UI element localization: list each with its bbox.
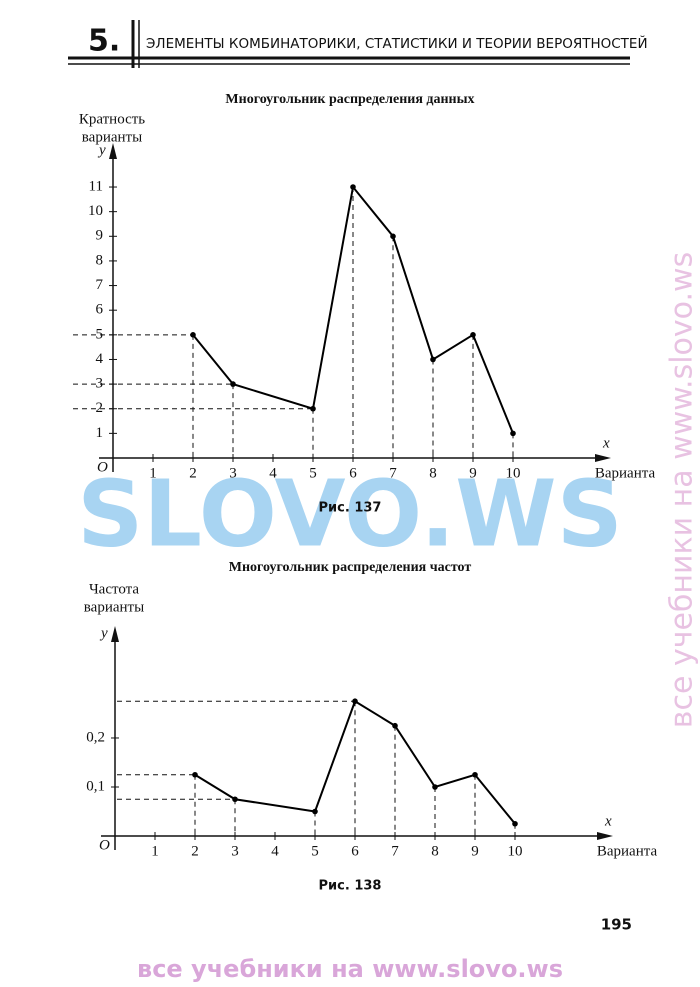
y-tick-label: 11 <box>89 178 103 194</box>
y-tick-label: 2 <box>96 400 104 416</box>
data-point <box>192 771 198 778</box>
x-axis-title: Варианта <box>595 465 656 481</box>
x-tick-label: 8 <box>429 465 437 481</box>
data-point <box>310 405 316 412</box>
x-axis-letter: x <box>604 813 612 829</box>
chapter-number: 5. <box>88 24 120 59</box>
y-tick-label: 8 <box>96 252 104 268</box>
figure-caption: Рис. 137 <box>319 501 382 516</box>
origin-label: O <box>97 459 108 475</box>
x-tick-label: 6 <box>351 843 359 859</box>
x-tick-label: 5 <box>311 843 319 859</box>
y-tick-label: 6 <box>96 302 104 318</box>
data-point <box>390 233 396 240</box>
y-tick-label: 9 <box>96 228 104 244</box>
data-point <box>392 722 398 729</box>
x-tick-label: 10 <box>506 465 521 481</box>
data-point <box>232 796 238 803</box>
x-tick-label: 10 <box>508 843 523 859</box>
y-tick-label: 5 <box>96 326 104 342</box>
polygon-line <box>192 184 514 434</box>
x-tick-label: 7 <box>389 465 397 481</box>
x-tick-label: 1 <box>151 843 159 859</box>
footer-watermark: все учебники на www.slovo.ws <box>137 955 563 983</box>
x-tick-label: 7 <box>391 843 399 859</box>
y-tick-label: 3 <box>96 376 104 392</box>
y-tick-label: 10 <box>88 203 103 219</box>
data-point <box>470 332 476 338</box>
x-tick-label: 6 <box>349 465 357 481</box>
data-point <box>352 698 358 705</box>
x-arrow <box>597 832 613 840</box>
y-axis-title: Кратность <box>79 111 145 127</box>
data-point <box>312 808 318 815</box>
y-tick-label: 1 <box>96 425 104 441</box>
y-arrow <box>111 626 119 642</box>
x-tick-label: 5 <box>309 465 317 481</box>
x-tick-label: 1 <box>149 465 157 481</box>
y-tick-label: 0,1 <box>86 778 105 794</box>
data-point <box>230 381 236 387</box>
x-tick-label: 4 <box>269 465 277 481</box>
data-point <box>512 820 518 827</box>
x-tick-label: 4 <box>271 843 279 859</box>
y-axis-letter: y <box>97 142 106 158</box>
side-watermark: все учебники на www.slovo.ws <box>665 252 700 728</box>
x-axis-letter: x <box>602 435 610 451</box>
header-title: ЭЛЕМЕНТЫ КОМБИНАТОРИКИ, СТАТИСТИКИ И ТЕО… <box>146 34 648 52</box>
y-axis-letter: y <box>99 625 108 641</box>
x-axis-title: Варианта <box>597 843 658 859</box>
data-point <box>350 184 356 190</box>
data-point <box>432 784 438 790</box>
y-arrow <box>109 143 117 159</box>
data-point <box>190 332 196 338</box>
polygon-line <box>194 699 516 825</box>
figure-caption: Рис. 138 <box>319 879 382 894</box>
x-tick-label: 8 <box>431 843 439 859</box>
chart-title: Многоугольник распределения частот <box>229 560 472 575</box>
data-point <box>472 771 478 778</box>
y-tick-label: 0,2 <box>86 729 105 745</box>
x-tick-label: 3 <box>229 465 237 481</box>
y-axis-title: варианты <box>82 129 142 145</box>
x-tick-label: 9 <box>469 465 477 481</box>
x-tick-label: 2 <box>191 843 199 859</box>
x-tick-label: 3 <box>231 843 239 859</box>
y-tick-label: 4 <box>96 351 104 367</box>
y-tick-label: 7 <box>96 277 104 293</box>
x-tick-label: 9 <box>471 843 479 859</box>
y-axis-title: варианты <box>84 599 144 615</box>
watermark: SLOVO.WS <box>77 460 623 567</box>
data-point <box>430 356 436 363</box>
chart-title: Многоугольник распределения данных <box>225 92 474 107</box>
x-arrow <box>595 454 611 462</box>
page-number: 195 <box>601 916 632 934</box>
y-axis-title: Частота <box>89 581 139 597</box>
x-tick-label: 2 <box>189 465 197 481</box>
origin-label: O <box>99 837 110 853</box>
data-point <box>510 430 516 437</box>
